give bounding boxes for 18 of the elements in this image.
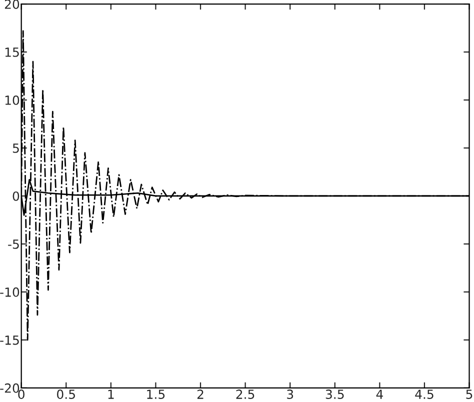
x-tick-label: 1	[108, 390, 114, 399]
x-tick-label: 2.5	[236, 390, 254, 399]
y-tick-label: -10	[0, 287, 20, 297]
x-tick-label: 2	[197, 390, 204, 399]
x-tick-label: 5	[466, 390, 472, 399]
y-tick-label: -15	[0, 336, 19, 345]
y-tick-label: 5	[12, 144, 19, 153]
x-tick-label: 4	[376, 390, 383, 399]
y-tick-label: 10	[5, 95, 20, 105]
x-tick-label: 3	[287, 390, 294, 399]
y-tick-label: 0	[12, 191, 20, 201]
x-tick-label: 0.5	[57, 390, 75, 399]
y-tick-label: 15	[5, 48, 19, 57]
y-tick-label: -20	[0, 383, 20, 393]
x-tick-label: 1.5	[147, 390, 165, 399]
x-tick-label: 3.5	[326, 390, 344, 399]
x-tick-label: 4.5	[415, 390, 434, 399]
y-tick-label: -5	[8, 240, 19, 249]
